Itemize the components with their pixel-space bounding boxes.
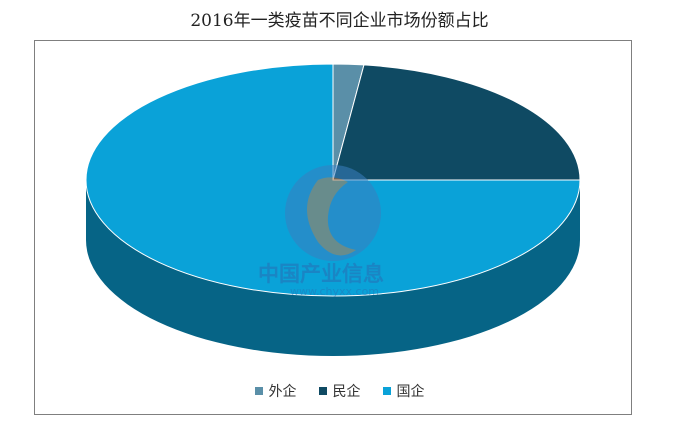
legend: 外企 民企 国企	[0, 381, 679, 401]
watermark-logo-icon	[285, 165, 381, 261]
legend-item-state: 国企	[382, 381, 425, 401]
legend-swatch	[318, 387, 327, 395]
legend-label: 外企	[268, 384, 297, 400]
legend-label: 民企	[332, 384, 361, 400]
chart-title: 2016年一类疫苗不同企业市场份额占比	[190, 11, 489, 31]
slice-state	[85, 63, 581, 297]
plot-area	[34, 40, 632, 415]
slice-private	[332, 64, 581, 181]
legend-swatch	[254, 387, 263, 395]
legend-swatch	[382, 387, 391, 395]
legend-item-foreign: 外企	[254, 381, 297, 401]
legend-label: 国企	[396, 384, 425, 400]
legend-item-private: 民企	[318, 381, 361, 401]
slice-state-side	[86, 180, 580, 356]
